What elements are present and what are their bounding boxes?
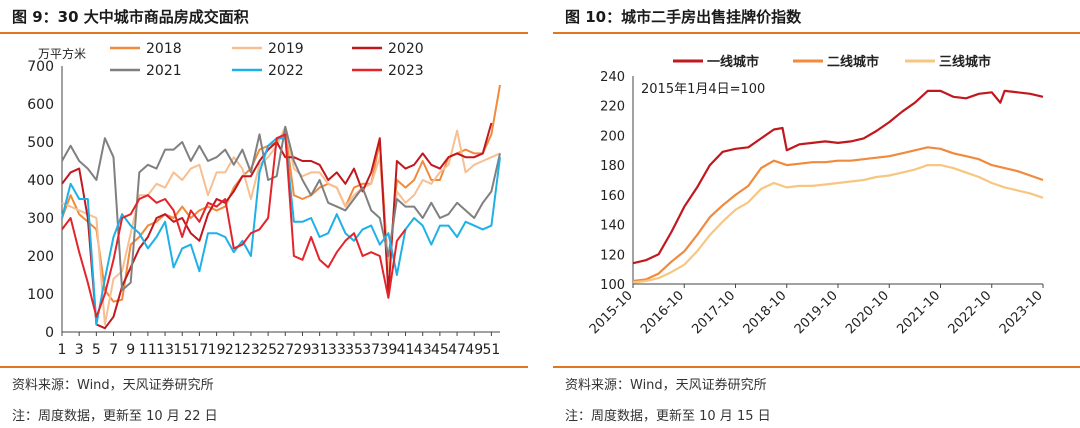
y-tick-label: 300 — [27, 211, 54, 227]
x-tick-label: 33 — [328, 342, 346, 358]
source-rule — [0, 366, 528, 368]
x-tick-label: 17 — [190, 342, 208, 358]
figure-9-panel: 图 9：30 大中城市商品房成交面积 万平方米 0 100 200 300 400 500 6… — [0, 0, 528, 428]
y-tick-label: 200 — [27, 249, 54, 265]
x-tick-label: 37 — [362, 342, 380, 358]
legend-label: 2023 — [388, 63, 424, 79]
series-line-一线城市 — [632, 89, 1044, 265]
x-tick-label: 2020-10 — [843, 288, 892, 337]
y-tick-label: 600 — [27, 97, 54, 113]
x-tick-label: 25 — [259, 342, 277, 358]
source-text: 资料来源：Wind，天风证券研究所 — [565, 378, 767, 393]
x-tick-label: 2018-10 — [741, 288, 790, 337]
figure-10-panel: 图 10：城市二手房出售挂牌价指数 100 120 140 160 180 200 220 2… — [553, 0, 1080, 428]
series-line-2020 — [61, 122, 493, 330]
x-tick-label: 2016-10 — [638, 288, 687, 337]
legend-label: 2018 — [146, 41, 182, 57]
figure-title: 图 9：30 大中城市商品房成交面积 — [12, 8, 249, 26]
x-tick-label: 27 — [276, 342, 294, 358]
x-tick-label: 21 — [225, 342, 243, 358]
x-tick-label: 13 — [156, 342, 174, 358]
y-tick-label: 240 — [600, 70, 625, 85]
y-tick-label: 100 — [600, 278, 625, 293]
y-tick-label: 100 — [27, 287, 54, 303]
y-tick-label: 400 — [27, 173, 54, 189]
y-tick-label: 180 — [600, 159, 625, 174]
series-line-2018 — [61, 84, 501, 303]
x-tick-label: 29 — [294, 342, 312, 358]
y-tick-label: 160 — [600, 189, 625, 204]
series-line-2023 — [61, 133, 407, 318]
x-tick-label: 23 — [242, 342, 260, 358]
series-line-2022 — [61, 137, 501, 326]
x-tick-label: 19 — [208, 342, 226, 358]
legend-label: 2019 — [268, 41, 304, 57]
x-tick-label: 43 — [414, 342, 432, 358]
legend-label: 二线城市 — [827, 54, 879, 70]
source-text: 资料来源：Wind，天风证券研究所 — [12, 378, 214, 393]
x-tick-label: 35 — [345, 342, 363, 358]
figure-title: 图 10：城市二手房出售挂牌价指数 — [565, 8, 802, 26]
y-tick-label: 0 — [45, 325, 54, 341]
x-tick-label: 2022-10 — [946, 288, 995, 337]
source-rule — [553, 366, 1080, 368]
y-tick-label: 500 — [27, 135, 54, 151]
legend-label: 2020 — [388, 41, 424, 57]
note-text: 注：周度数据，更新至 10 月 22 日 — [12, 409, 218, 424]
x-tick-label: 41 — [397, 342, 415, 358]
title-rule — [553, 32, 1080, 34]
series-line-三线城市 — [632, 164, 1044, 284]
y-tick-label: 200 — [600, 129, 625, 144]
x-tick-label: 49 — [465, 342, 483, 358]
legend-label: 三线城市 — [939, 54, 991, 70]
x-tick-label: 11 — [139, 342, 157, 358]
x-tick-label: 15 — [173, 342, 191, 358]
y-tick-label: 700 — [27, 59, 54, 75]
x-tick-label: 51 — [482, 342, 500, 358]
legend-label: 2021 — [146, 63, 182, 79]
x-tick-label: 2019-10 — [792, 288, 841, 337]
x-tick-label: 5 — [92, 342, 101, 358]
series-line-二线城市 — [632, 146, 1044, 283]
series-line-2021 — [61, 125, 501, 292]
x-tick-label: 2017-10 — [689, 288, 738, 337]
x-tick-label: 45 — [431, 342, 449, 358]
legend-label: 2022 — [268, 63, 304, 79]
title-rule — [0, 32, 528, 34]
y-tick-label: 120 — [600, 248, 625, 263]
x-tick-label: 7 — [109, 342, 118, 358]
y-axis-label: 万平方米 — [38, 46, 86, 61]
x-tick-label: 2015-10 — [587, 288, 636, 337]
x-tick-label: 39 — [379, 342, 397, 358]
x-tick-label: 3 — [75, 342, 84, 358]
x-tick-label: 31 — [311, 342, 329, 358]
x-tick-label: 1 — [58, 342, 67, 358]
x-tick-label: 47 — [448, 342, 466, 358]
y-tick-label: 220 — [600, 100, 625, 115]
x-tick-label: 2023-10 — [997, 288, 1046, 337]
x-tick-label: 2021-10 — [894, 288, 943, 337]
x-tick-label: 9 — [126, 342, 135, 358]
base-date-annotation: 2015年1月4日=100 — [641, 82, 765, 97]
legend-label: 一线城市 — [707, 54, 759, 70]
note-text: 注：周度数据，更新至 10 月 15 日 — [565, 409, 771, 424]
y-tick-label: 140 — [600, 219, 625, 234]
